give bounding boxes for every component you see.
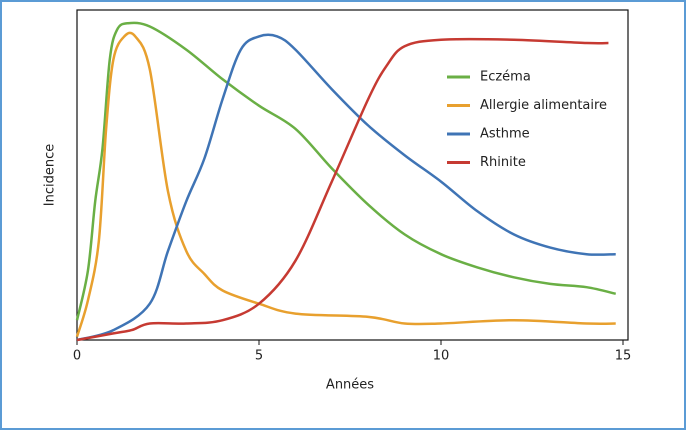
x-tick-label: 10	[433, 349, 450, 364]
legend-label: Allergie alimentaire	[480, 98, 607, 113]
x-tick-label: 0	[73, 349, 81, 364]
y-axis-label: Incidence	[43, 144, 58, 206]
series-line	[75, 31, 616, 338]
legend-label: Rhinite	[480, 155, 526, 170]
series-line	[76, 33, 616, 342]
x-tick-label: 15	[615, 349, 632, 364]
legend-label: Eczéma	[480, 70, 531, 85]
x-axis-label: Années	[326, 378, 374, 393]
series-line	[75, 21, 616, 321]
plot-frame	[76, 9, 629, 341]
legend-label: Asthme	[480, 127, 530, 142]
series-line	[76, 37, 609, 342]
x-tick-label: 5	[255, 349, 263, 364]
